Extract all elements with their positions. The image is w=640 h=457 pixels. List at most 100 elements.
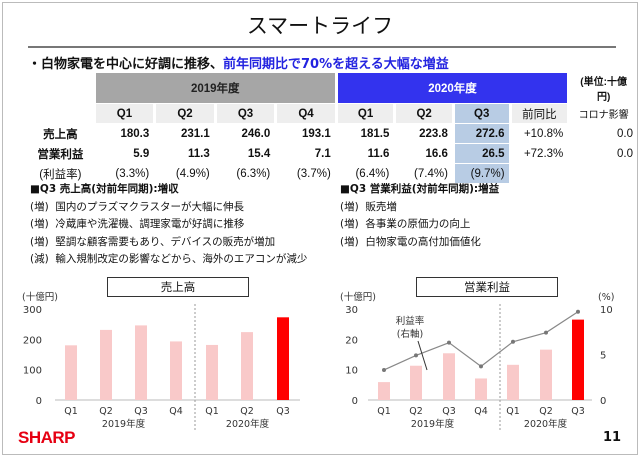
x-tick-label: Q1 bbox=[506, 406, 520, 417]
x-tick-label: Q2 bbox=[409, 406, 423, 417]
bar bbox=[100, 329, 112, 400]
note-item: (増) 各事業の原価力の向上 bbox=[340, 216, 499, 234]
note-item: (増) 国内のプラズマクラスターが大幅に伸長 bbox=[30, 199, 307, 217]
year-2019-header: 2019年度 bbox=[95, 73, 335, 103]
unit-label: (単位:十億円) bbox=[580, 77, 627, 103]
notes-heading: ■Q3 売上高(対前年同期):増収 bbox=[30, 183, 179, 195]
y-tick-label: 200 bbox=[23, 335, 42, 346]
note-text: 堅調な顧客需要もあり、デバイスの販売が増加 bbox=[55, 235, 276, 248]
headline-normal: ・白物家電を中心に好調に推移、 bbox=[28, 57, 224, 72]
table-row-margin: (利益率) (3.3%) (4.9%) (6.3%) (3.7%) (6.4%)… bbox=[28, 164, 637, 183]
quarter-header: Q3 bbox=[454, 104, 509, 123]
x-tick-label: Q2 bbox=[99, 406, 113, 417]
x-tick-label: Q3 bbox=[276, 406, 290, 417]
y-tick-label: 100 bbox=[23, 366, 42, 377]
note-tag: (増) bbox=[340, 218, 359, 230]
line-label-leader bbox=[417, 340, 428, 371]
row-label: 売上高 bbox=[43, 128, 78, 141]
cell: (9.7%) bbox=[454, 164, 509, 183]
cell: (7.4%) bbox=[414, 167, 448, 180]
x-tick-label: Q1 bbox=[205, 406, 219, 417]
y2-axis-label: (%) bbox=[598, 292, 614, 303]
cell: 26.5 bbox=[454, 144, 509, 163]
x-tick-label: Q1 bbox=[377, 406, 391, 417]
bar bbox=[170, 341, 182, 400]
cell: 246.0 bbox=[241, 127, 271, 140]
bar bbox=[507, 364, 519, 400]
cell: 16.6 bbox=[425, 147, 448, 160]
cell: (4.9%) bbox=[175, 167, 210, 180]
margin-point bbox=[447, 340, 451, 345]
cell: 7.1 bbox=[314, 147, 331, 160]
quarter-header: Q2 bbox=[396, 104, 452, 123]
margin-point bbox=[414, 353, 418, 358]
cell: (6.4%) bbox=[355, 167, 390, 180]
yoy-cell: +72.3% bbox=[523, 147, 564, 160]
group-label: 2019年度 bbox=[411, 418, 455, 430]
cell: (3.7%) bbox=[296, 167, 331, 180]
margin-point bbox=[382, 367, 386, 372]
bar bbox=[277, 317, 289, 400]
x-tick-label: Q2 bbox=[539, 406, 553, 417]
y-axis-label: (十億円) bbox=[340, 291, 376, 303]
y-tick-label: 0 bbox=[36, 396, 42, 407]
note-tag: (減) bbox=[30, 253, 49, 265]
note-tag: (増) bbox=[30, 218, 49, 230]
yoy-cell: +10.8% bbox=[523, 127, 564, 140]
y-tick-label: 10 bbox=[345, 366, 358, 377]
headline-highlight: 前年同期比で70%を超える大幅な増益 bbox=[223, 57, 449, 72]
cell: 180.3 bbox=[120, 127, 150, 140]
cell: 231.1 bbox=[180, 127, 210, 140]
x-tick-label: Q3 bbox=[442, 406, 456, 417]
group-label: 2019年度 bbox=[102, 418, 146, 430]
covid-cell: 0.0 bbox=[617, 127, 633, 140]
note-item: (増) 堅調な顧客需要もあり、デバイスの販売が増加 bbox=[30, 234, 307, 252]
title-divider bbox=[28, 46, 616, 48]
cell: 15.4 bbox=[247, 147, 271, 160]
sharp-logo: SHARP bbox=[18, 428, 76, 447]
note-tag: (増) bbox=[340, 235, 359, 248]
covid-cell: 0.0 bbox=[617, 147, 633, 160]
slide-title: スマートライフ bbox=[246, 14, 394, 38]
bar bbox=[65, 345, 77, 400]
notes-heading: ■Q3 営業利益(対前年同期):増益 bbox=[340, 183, 500, 195]
line-label: 利益率 bbox=[396, 315, 425, 327]
row-label: 営業利益 bbox=[37, 148, 84, 161]
y-tick-label: 30 bbox=[345, 305, 358, 316]
group-label: 2020年度 bbox=[226, 418, 270, 430]
yoy-header: 前同比 bbox=[511, 104, 568, 123]
note-text: 販売増 bbox=[365, 200, 397, 213]
bar bbox=[410, 365, 422, 400]
bar bbox=[241, 332, 253, 400]
bar bbox=[443, 353, 455, 400]
x-tick-label: Q4 bbox=[169, 406, 183, 417]
margin-point bbox=[576, 309, 580, 314]
bar bbox=[572, 319, 584, 400]
row-label: (利益率) bbox=[39, 168, 82, 181]
note-text: 輸入規制改定の影響などから、海外のエアコンが減少 bbox=[55, 253, 308, 265]
line-label: (右軸) bbox=[397, 328, 423, 340]
sales-notes: ■Q3 売上高(対前年同期):増収 (増) 国内のプラズマクラスターが大幅に伸長… bbox=[30, 181, 307, 269]
y2-tick-label: 0 bbox=[600, 396, 606, 407]
cell: 193.1 bbox=[302, 127, 331, 140]
bar bbox=[475, 378, 487, 400]
note-text: 白物家電の高付加価値化 bbox=[365, 235, 481, 248]
y2-tick-label: 5 bbox=[600, 351, 606, 362]
x-tick-label: Q4 bbox=[474, 406, 488, 417]
note-tag: (増) bbox=[340, 200, 359, 213]
bar bbox=[206, 344, 218, 400]
cell: 11.3 bbox=[188, 147, 210, 160]
note-tag: (増) bbox=[30, 200, 49, 213]
page-number: 11 bbox=[603, 430, 622, 445]
note-item: (増) 白物家電の高付加価値化 bbox=[340, 234, 499, 252]
margin-point bbox=[544, 330, 548, 335]
group-label: 2020年度 bbox=[524, 418, 568, 430]
table-row-sales: 売上高 180.3 231.1 246.0 193.1 181.5 223.8 … bbox=[28, 124, 637, 143]
quarter-header: Q1 bbox=[95, 104, 154, 123]
cell: (3.3%) bbox=[115, 167, 150, 180]
x-tick-label: Q2 bbox=[240, 406, 254, 417]
x-tick-label: Q1 bbox=[64, 406, 78, 417]
x-tick-label: Q3 bbox=[571, 406, 585, 417]
y-axis-label: (十億円) bbox=[22, 291, 58, 303]
